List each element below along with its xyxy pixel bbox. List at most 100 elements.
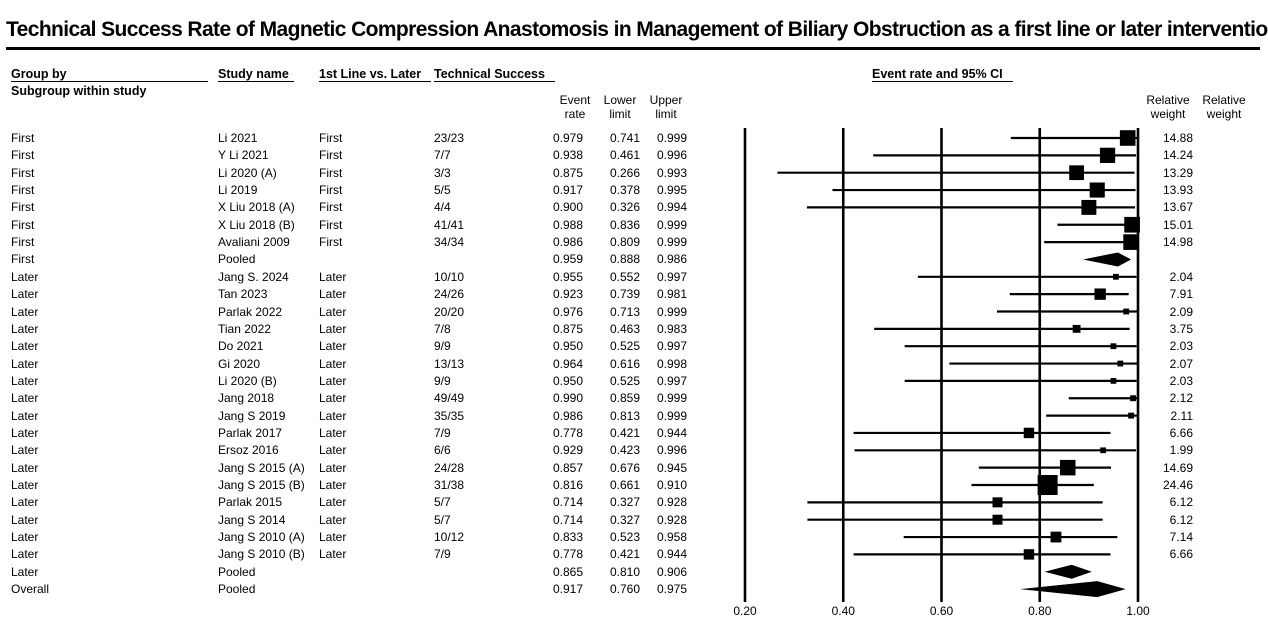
title-rule — [6, 47, 1260, 50]
cell-weight: 13.93 — [1162, 183, 1193, 198]
cell-group: Later — [11, 460, 39, 475]
cell-lower-limit: 0.552 — [609, 269, 640, 284]
cell-study: Pooled — [218, 252, 256, 267]
cell-group: First — [11, 252, 35, 267]
cell-weight: 3.75 — [1169, 321, 1193, 336]
cell-group: First — [11, 217, 35, 232]
cell-event-rate: 0.917 — [552, 582, 583, 597]
cell-line: First — [319, 200, 343, 215]
cell-line: First — [319, 183, 343, 198]
effect-marker — [1081, 199, 1097, 215]
cell-lower-limit: 0.813 — [609, 408, 640, 423]
cell-line: First — [319, 131, 343, 145]
cell-event-rate: 0.955 — [552, 269, 583, 284]
cell-weight: 2.12 — [1169, 391, 1193, 406]
cell-event-rate: 0.976 — [552, 304, 583, 319]
effect-marker — [1099, 147, 1116, 163]
effect-marker — [1123, 234, 1139, 250]
cell-lower-limit: 0.421 — [609, 425, 640, 440]
cell-success: 10/12 — [434, 530, 465, 545]
cell-group: Later — [11, 321, 39, 336]
cell-weight: 6.12 — [1169, 512, 1193, 527]
cell-lower-limit: 0.859 — [609, 391, 640, 406]
cell-group: Later — [11, 530, 39, 545]
cell-upper-limit: 0.928 — [656, 495, 687, 510]
cell-success: 7/7 — [434, 148, 451, 163]
pooled-diamond — [1044, 564, 1092, 579]
effect-marker — [1050, 531, 1062, 543]
cell-study: Tan 2023 — [218, 287, 268, 302]
effect-marker — [1113, 273, 1119, 280]
cell-group: Later — [11, 391, 39, 406]
cell-upper-limit: 0.996 — [656, 148, 687, 163]
cell-event-rate: 0.986 — [552, 235, 583, 250]
cell-group: Later — [11, 547, 39, 562]
cell-upper-limit: 0.999 — [656, 391, 687, 406]
cell-group: Later — [11, 339, 39, 354]
cell-event-rate: 0.959 — [552, 252, 583, 267]
cell-lower-limit: 0.888 — [609, 252, 640, 267]
cell-success: 34/34 — [434, 235, 465, 250]
cell-group: First — [11, 200, 35, 215]
cell-group: Later — [11, 564, 39, 579]
cell-weight: 1.99 — [1169, 443, 1193, 458]
cell-weight: 14.69 — [1162, 460, 1193, 475]
effect-marker — [1037, 475, 1058, 495]
cell-group: Later — [11, 478, 39, 492]
cell-study: Parlak 2017 — [218, 425, 283, 440]
cell-study: X Liu 2018 (B) — [218, 217, 295, 232]
cell-success: 7/8 — [434, 321, 451, 336]
cell-event-rate: 0.950 — [552, 373, 583, 388]
effect-marker — [1124, 216, 1140, 233]
cell-weight: 7.14 — [1169, 530, 1193, 545]
x-tick-label: 0.40 — [832, 604, 856, 618]
cell-lower-limit: 0.525 — [609, 339, 640, 354]
cell-success: 20/20 — [434, 304, 465, 319]
cell-event-rate: 0.900 — [552, 200, 583, 215]
cell-lower-limit: 0.810 — [609, 564, 640, 579]
cell-lower-limit: 0.266 — [609, 165, 640, 180]
cell-event-rate: 0.964 — [552, 356, 583, 371]
header-relative-weight-1: Relative weight — [1146, 93, 1190, 121]
cell-upper-limit: 0.944 — [656, 547, 687, 562]
cell-study: X Liu 2018 (A) — [218, 200, 295, 215]
cell-upper-limit: 0.944 — [656, 425, 687, 440]
underline-study-name — [218, 81, 294, 82]
cell-study: Jang S. 2024 — [218, 269, 289, 284]
cell-success: 3/3 — [434, 165, 451, 180]
cell-line: First — [319, 235, 343, 250]
cell-study: Jang S 2015 (A) — [218, 460, 305, 475]
cell-line: Later — [319, 287, 347, 302]
cell-group: Later — [11, 269, 39, 284]
cell-weight: 2.03 — [1169, 373, 1193, 388]
cell-success: 6/6 — [434, 443, 451, 458]
cell-lower-limit: 0.760 — [609, 582, 640, 597]
cell-group: Later — [11, 425, 39, 440]
cell-upper-limit: 0.999 — [656, 235, 687, 250]
cell-line: Later — [319, 512, 347, 527]
cell-success: 5/5 — [434, 183, 451, 198]
cell-weight: 6.12 — [1169, 495, 1193, 510]
cell-group: First — [11, 165, 35, 180]
x-tick-label: 1.00 — [1126, 604, 1150, 618]
cell-line: Later — [319, 478, 347, 492]
cell-lower-limit: 0.421 — [609, 547, 640, 562]
effect-marker — [1023, 427, 1035, 439]
pooled-diamond — [1020, 581, 1126, 598]
cell-weight: 15.01 — [1162, 217, 1193, 232]
underline-group-by — [11, 81, 208, 82]
cell-upper-limit: 0.986 — [656, 252, 687, 267]
cell-study: Jang S 2019 — [218, 408, 286, 423]
cell-study: Li 2020 (A) — [218, 165, 277, 180]
cell-upper-limit: 0.906 — [656, 564, 687, 579]
cell-success: 13/13 — [434, 356, 465, 371]
cell-upper-limit: 0.999 — [656, 217, 687, 232]
cell-study: Ersoz 2016 — [218, 443, 279, 458]
header-study-name: Study name — [218, 67, 289, 81]
effect-marker — [1123, 308, 1130, 315]
cell-weight: 2.09 — [1169, 304, 1193, 319]
cell-group: First — [11, 235, 35, 250]
cell-weight: 24.46 — [1162, 478, 1193, 492]
effect-marker — [1072, 324, 1081, 333]
cell-lower-limit: 0.523 — [609, 530, 640, 545]
